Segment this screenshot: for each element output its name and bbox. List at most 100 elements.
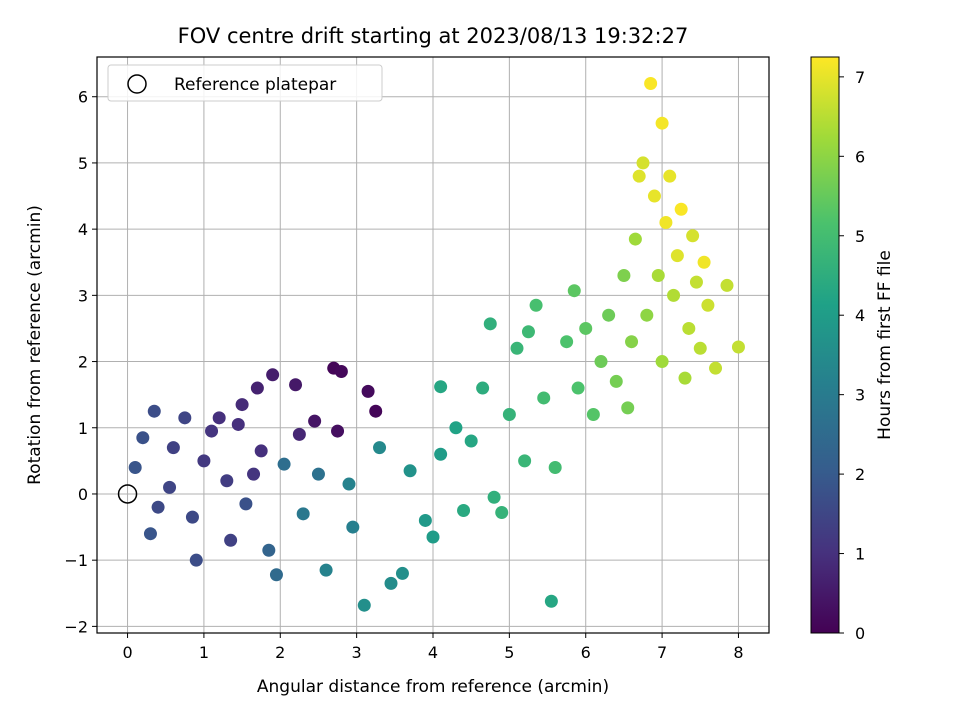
data-point [686, 229, 700, 243]
data-point [395, 566, 409, 580]
data-point [361, 384, 375, 398]
y-tick-label: −2 [64, 617, 88, 636]
data-point [483, 317, 497, 331]
data-point [319, 563, 333, 577]
colorbar-ticks: 0 1 2 3 4 5 6 7 [839, 68, 865, 643]
data-point [224, 533, 238, 547]
data-point [384, 576, 398, 590]
legend-reference-marker [127, 74, 147, 94]
data-point [594, 355, 608, 369]
data-point [609, 374, 623, 388]
data-point [560, 335, 574, 349]
x-tick-label: 6 [581, 643, 591, 662]
data-point [178, 411, 192, 425]
legend-label-reference-platepar: Reference platepar [174, 75, 336, 95]
data-point [308, 414, 322, 428]
y-tick-label: −1 [64, 551, 88, 570]
data-point [151, 500, 165, 514]
data-point [495, 506, 509, 520]
data-point [636, 156, 650, 170]
data-point [357, 598, 371, 612]
data-point [617, 268, 631, 282]
data-point [682, 321, 696, 335]
data-point [667, 288, 681, 302]
x-tick-label: 4 [428, 643, 438, 662]
x-axis-label: Angular distance from reference (arcmin) [257, 677, 609, 697]
data-point [147, 404, 161, 418]
data-point [166, 441, 180, 455]
y-tick-label: 4 [78, 220, 88, 239]
colorbar-tick-label: 2 [855, 465, 865, 484]
colorbar-tick-label: 4 [855, 306, 865, 325]
data-point [289, 378, 303, 392]
data-point [250, 381, 264, 395]
data-point [334, 364, 348, 378]
y-axis-ticks: −2 −1 0 1 2 3 4 5 6 [64, 88, 97, 636]
data-point [262, 543, 276, 557]
data-point [709, 361, 723, 375]
data-point [434, 380, 448, 394]
colorbar: 0 1 2 3 4 5 6 7 Hours from first FF file [810, 56, 895, 643]
data-point [487, 490, 501, 504]
colorbar-label: Hours from first FF file [875, 250, 895, 440]
data-point [567, 284, 581, 298]
data-point [678, 371, 692, 385]
data-point [625, 335, 639, 349]
data-point [457, 504, 471, 518]
data-point [128, 460, 142, 474]
data-point [548, 460, 562, 474]
chart-title: FOV centre drift starting at 2023/08/13 … [178, 24, 689, 48]
data-point [537, 391, 551, 405]
data-point [418, 513, 432, 527]
y-axis-label: Rotation from reference (arcmin) [25, 205, 45, 485]
x-tick-label: 5 [504, 643, 514, 662]
data-point [632, 169, 646, 183]
data-point [655, 116, 669, 130]
data-point [579, 321, 593, 335]
data-point [331, 424, 345, 438]
y-tick-label: 1 [78, 419, 88, 438]
data-point [651, 268, 665, 282]
data-point [544, 594, 558, 608]
data-point [720, 278, 734, 292]
legend: Reference platepar [107, 64, 383, 102]
data-point [571, 381, 585, 395]
colorbar-tick-label: 5 [855, 227, 865, 246]
data-point [403, 464, 417, 478]
data-point [693, 341, 707, 355]
data-point [689, 275, 703, 289]
y-tick-label: 5 [78, 154, 88, 173]
y-tick-label: 6 [78, 88, 88, 107]
reference-platepar-marker [117, 484, 138, 504]
data-point [220, 474, 234, 488]
data-point [659, 216, 673, 230]
data-point [521, 325, 535, 339]
data-point [369, 404, 383, 418]
data-point [292, 427, 306, 441]
data-point [510, 341, 524, 355]
x-axis-ticks: 0 1 2 3 4 5 6 7 8 [122, 633, 744, 662]
data-point [185, 510, 199, 524]
data-point [197, 454, 211, 468]
x-tick-label: 7 [657, 643, 667, 662]
data-point [621, 401, 635, 415]
data-point [663, 169, 677, 183]
data-point [449, 421, 463, 435]
data-point [136, 431, 150, 445]
data-point [502, 408, 516, 422]
data-point [434, 447, 448, 461]
data-point [277, 457, 291, 471]
data-points [117, 76, 745, 612]
legend-box [107, 64, 383, 102]
y-tick-label: 0 [78, 485, 88, 504]
data-point [476, 381, 490, 395]
data-point [311, 467, 325, 481]
colorbar-tick-label: 1 [855, 545, 865, 564]
data-point [247, 467, 261, 481]
data-point [464, 434, 478, 448]
colorbar-tick-label: 3 [855, 386, 865, 405]
data-point [346, 520, 360, 534]
data-point [701, 298, 715, 312]
x-tick-label: 1 [199, 643, 209, 662]
